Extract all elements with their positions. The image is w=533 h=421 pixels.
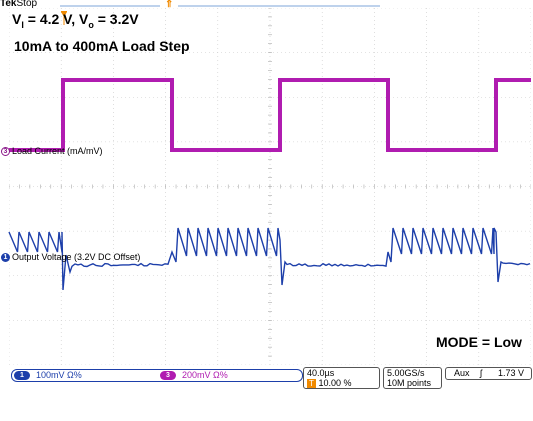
trigger-position-readout: T 10.00 %	[307, 378, 352, 388]
trigger-source: Aux	[454, 368, 470, 378]
horizontal-settings-box[interactable]: 40.0µs T 10.00 %	[303, 367, 380, 389]
input-output-voltage-annotation: VI = 4.2 V, Vo = 3.2V	[12, 11, 139, 30]
trigger-level: 1.73 V	[498, 368, 524, 378]
ch1-badge[interactable]: 1	[14, 371, 30, 380]
ch1-ground-marker[interactable]: 1	[1, 253, 10, 262]
load-step-annotation: 10mA to 400mA Load Step	[14, 38, 190, 54]
trigger-settings-box[interactable]: Aux ʃ 1.73 V	[445, 367, 532, 380]
ch1-label: Output Voltage (3.2V DC Offset)	[12, 252, 140, 262]
ch3-label: Load Current (mA/mV)	[12, 146, 103, 156]
mode-annotation: MODE = Low	[436, 334, 522, 350]
timebase-readout: 40.0µs	[307, 368, 334, 378]
trigger-slope-icon: ʃ	[480, 368, 482, 378]
ch3-ground-marker[interactable]: 3	[1, 147, 10, 156]
ch1-scale[interactable]: 100mV Ω%	[36, 370, 82, 381]
ch3-load-current-trace	[9, 80, 531, 150]
sample-rate: 5.00GS/s	[387, 368, 425, 378]
ch3-scale[interactable]: 200mV Ω%	[182, 370, 228, 381]
record-length: 10M points	[387, 378, 431, 388]
vertical-settings-panel[interactable]: 1 100mV Ω% 3 200mV Ω%	[11, 369, 303, 382]
acquisition-settings-box[interactable]: 5.00GS/s 10M points	[383, 367, 442, 389]
ch3-badge[interactable]: 3	[160, 371, 176, 380]
